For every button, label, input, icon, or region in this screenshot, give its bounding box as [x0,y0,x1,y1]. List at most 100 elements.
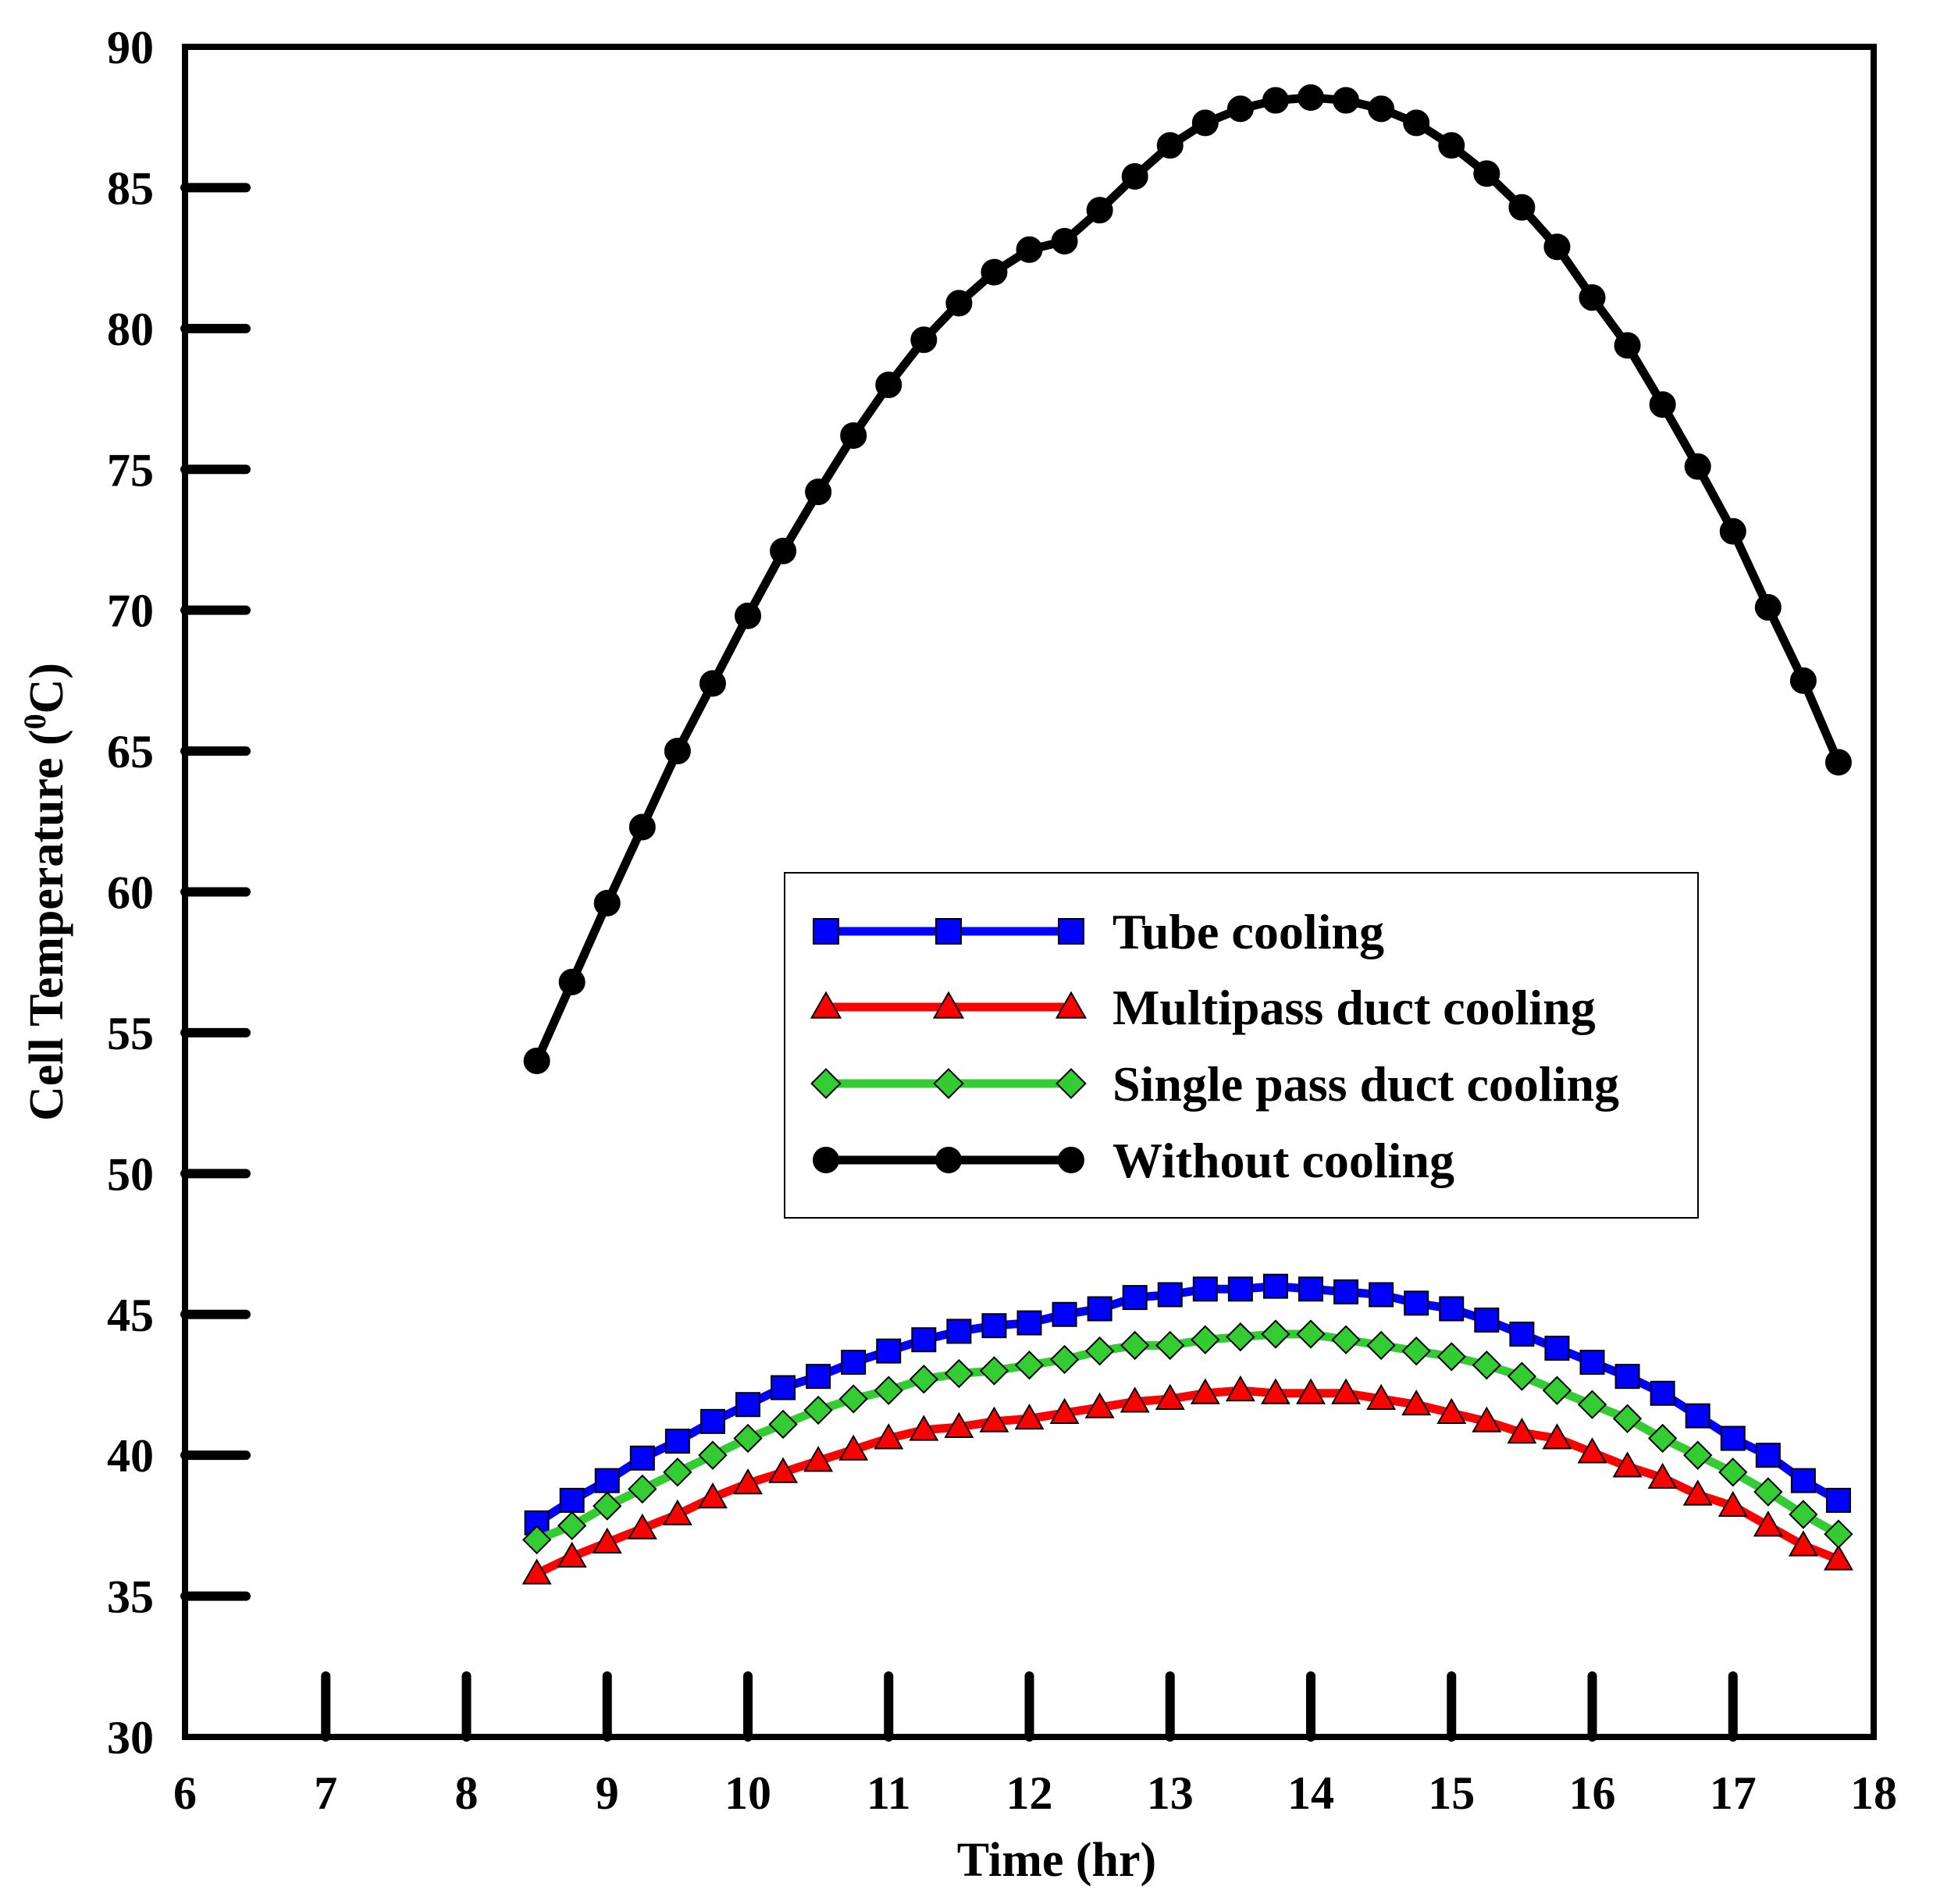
data-point-2-12 [944,1358,974,1389]
data-point-3-33 [1684,453,1711,480]
data-point-3-7 [770,537,797,564]
data-point-3-27 [1473,160,1500,187]
data-point-0-19 [1192,1276,1218,1302]
data-point-2-0 [522,1525,552,1555]
y-tick-label-35: 35 [107,1571,154,1623]
series-line-2 [532,1329,1843,1544]
x-tick-label-14: 14 [1287,1767,1334,1819]
x-tick-label-15: 15 [1428,1767,1475,1819]
y-tick-label-30: 30 [107,1712,154,1763]
data-point-1-22 [1296,1378,1326,1404]
legend-marker-2-0 [810,1068,842,1099]
data-point-2-5 [698,1440,728,1470]
data-point-1-0 [522,1558,552,1585]
data-point-0-24 [1369,1282,1394,1308]
data-point-1-36 [1788,1530,1818,1557]
data-point-0-14 [1016,1310,1042,1336]
data-point-1-9 [838,1434,869,1461]
data-point-3-23 [1333,87,1360,114]
data-point-0-4 [664,1429,690,1454]
data-point-2-6 [733,1423,763,1454]
data-point-2-10 [874,1376,903,1405]
series-without-cooling [523,84,1852,1074]
data-point-1-11 [909,1415,939,1441]
data-point-2-7 [768,1409,798,1440]
data-point-0-13 [981,1313,1007,1339]
y-tick-label-40: 40 [107,1430,154,1482]
data-point-2-9 [838,1384,868,1414]
data-point-3-20 [1226,95,1254,123]
data-point-0-9 [841,1350,867,1376]
series-line-1 [532,1386,1843,1578]
data-point-3-3 [628,813,656,841]
data-point-1-15 [1049,1397,1080,1424]
data-point-1-32 [1647,1462,1678,1489]
data-point-1-16 [1084,1392,1115,1418]
data-point-1-5 [697,1482,728,1509]
data-point-2-26 [1436,1342,1466,1372]
legend-marker-3-2 [1058,1147,1084,1173]
data-point-0-3 [629,1445,655,1471]
y-tick-label-45: 45 [107,1290,154,1341]
data-point-2-22 [1296,1319,1326,1349]
data-point-3-25 [1403,109,1430,137]
data-point-0-18 [1157,1282,1183,1308]
x-tick-label-16: 16 [1569,1767,1616,1819]
data-point-0-35 [1755,1443,1781,1468]
x-tick-label-8: 8 [455,1767,479,1819]
data-point-1-37 [1823,1544,1853,1571]
data-point-0-27 [1474,1307,1500,1333]
data-point-0-34 [1720,1425,1746,1451]
data-point-3-34 [1719,518,1746,545]
data-point-1-21 [1260,1378,1290,1404]
data-point-2-33 [1683,1440,1713,1470]
y-tick-label-80: 80 [107,304,154,355]
data-point-1-31 [1612,1451,1643,1478]
data-point-1-28 [1507,1418,1537,1444]
x-tick-label-12: 12 [1006,1767,1053,1819]
x-tick-label-7: 7 [314,1767,337,1819]
data-point-1-17 [1120,1386,1150,1413]
legend-marker-0-2 [1058,918,1084,945]
data-point-1-35 [1753,1511,1783,1537]
y-tick-label-85: 85 [107,162,154,214]
y-tick-label-65: 65 [107,726,154,778]
data-point-2-15 [1049,1344,1080,1375]
data-point-1-20 [1225,1375,1255,1402]
data-point-3-9 [840,422,867,449]
legend-label-1: Multipass duct cooling [1112,980,1596,1035]
data-point-3-36 [1789,667,1817,694]
data-point-2-21 [1261,1319,1290,1349]
data-point-0-26 [1439,1296,1465,1322]
data-point-1-10 [874,1423,904,1450]
data-point-0-22 [1298,1276,1323,1302]
x-tick-label-18: 18 [1850,1767,1897,1819]
data-point-3-11 [910,326,938,354]
legend-marker-1-2 [1055,991,1088,1019]
axis-labels: Time (hr) Cell Temperature (0C) [17,663,1156,1887]
data-point-0-30 [1579,1350,1605,1376]
data-point-0-15 [1052,1301,1077,1327]
data-point-3-12 [945,290,973,317]
data-point-2-1 [557,1511,587,1541]
data-point-1-19 [1190,1378,1220,1404]
legend-marker-3-0 [813,1147,839,1173]
data-point-1-8 [803,1446,834,1472]
data-point-2-35 [1753,1477,1783,1507]
data-point-0-7 [771,1375,796,1400]
data-point-2-4 [663,1457,692,1487]
legend-marker-0-0 [813,918,839,945]
legend-item-2: Single pass duct cooling [810,1056,1619,1112]
legend-marker-2-2 [1055,1068,1087,1099]
data-point-1-26 [1436,1397,1467,1424]
data-point-3-8 [805,479,832,506]
x-tick-label-17: 17 [1710,1767,1757,1819]
data-point-3-18 [1156,132,1184,159]
data-point-2-16 [1084,1336,1115,1366]
data-point-3-17 [1121,162,1148,190]
data-point-2-37 [1824,1519,1853,1549]
data-point-3-22 [1298,84,1324,111]
y-tick-label-90: 90 [107,22,154,73]
series-group [522,84,1853,1585]
x-tick-label-6: 6 [173,1767,197,1819]
